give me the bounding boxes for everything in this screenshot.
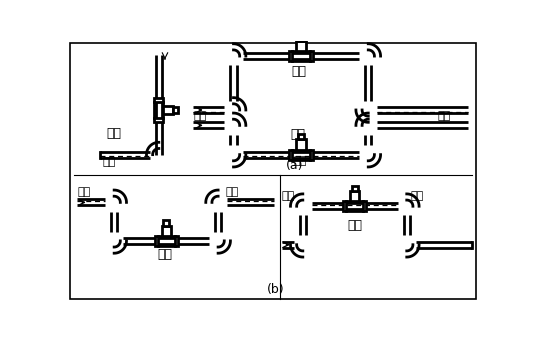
Text: 液体: 液体 [193, 111, 207, 121]
Bar [310, 51, 313, 61]
Text: 正确: 正确 [292, 65, 306, 78]
Bar [175, 236, 177, 246]
Bar [350, 191, 359, 201]
Bar [310, 149, 313, 160]
Text: (b): (b) [267, 283, 285, 296]
Bar [288, 51, 292, 61]
Bar [164, 106, 173, 114]
Text: 错误: 错误 [290, 128, 305, 141]
Bar [298, 134, 304, 139]
Bar [155, 236, 158, 246]
Text: 气泡: 气泡 [410, 191, 424, 201]
Text: (a): (a) [286, 159, 304, 172]
Bar [161, 226, 171, 236]
Bar [296, 41, 305, 51]
Text: 气泡: 气泡 [226, 187, 239, 197]
Text: 正确: 正确 [107, 126, 122, 140]
Bar [364, 201, 366, 211]
Bar [154, 98, 164, 101]
Bar [296, 139, 305, 149]
Bar [343, 201, 346, 211]
Bar [352, 185, 358, 191]
Text: 液体: 液体 [293, 156, 306, 166]
Bar [288, 149, 292, 160]
Text: 错误: 错误 [347, 219, 362, 232]
Text: 液体: 液体 [103, 157, 116, 166]
Text: 正确: 正确 [157, 248, 172, 261]
Text: 液体: 液体 [438, 111, 451, 121]
Bar [163, 220, 169, 226]
Bar [173, 107, 178, 113]
Bar [298, 35, 304, 41]
Text: 气泡: 气泡 [281, 191, 295, 201]
Text: 气泡: 气泡 [77, 187, 91, 197]
Bar [154, 118, 164, 121]
